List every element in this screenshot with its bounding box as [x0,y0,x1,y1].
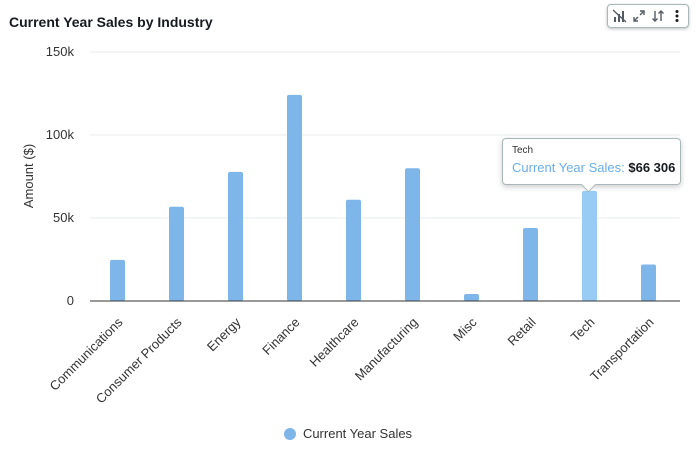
tooltip-series-label: Current Year Sales: [512,160,625,175]
visual-toolbar [607,4,689,28]
bar [346,199,361,301]
x-tick-label: Transportation [587,315,657,385]
legend-swatch [283,427,296,440]
y-tick-label: 50k [53,210,74,225]
x-tick-label: Energy [204,314,244,354]
exclude-visual-icon[interactable] [610,6,629,26]
bar [169,206,184,301]
tooltip: Tech Current Year Sales: $66 306 [502,138,681,185]
x-tick-label: Retail [505,314,539,348]
chart-title: Current Year Sales by Industry [9,14,213,30]
sort-icon[interactable] [648,6,667,26]
bar [287,94,302,301]
bar [228,171,243,301]
legend-label: Current Year Sales [302,426,413,441]
tooltip-line: Current Year Sales: $66 306 [512,160,675,175]
tooltip-value: $66 306 [628,160,676,175]
bar [110,259,125,301]
y-tick-label: 150k [46,44,75,59]
y-tick-label: 100k [46,127,75,142]
x-tick-label: Tech [568,315,598,345]
bar [405,168,420,301]
bar [582,190,597,301]
y-tick-label: 0 [67,293,74,308]
x-tick-label: Healthcare [307,315,362,370]
x-tick-label: Misc [450,314,480,344]
tooltip-category: Tech [512,145,534,156]
bar [523,227,538,301]
more-options-icon[interactable] [667,6,686,26]
y-axis-label: Amount ($) [21,144,36,208]
expand-icon[interactable] [629,6,648,26]
x-tick-label: Manufacturing [352,315,421,384]
bar [464,294,479,301]
legend[interactable]: Current Year Sales [0,426,696,441]
x-tick-label: Finance [259,315,302,358]
bar [641,264,656,301]
